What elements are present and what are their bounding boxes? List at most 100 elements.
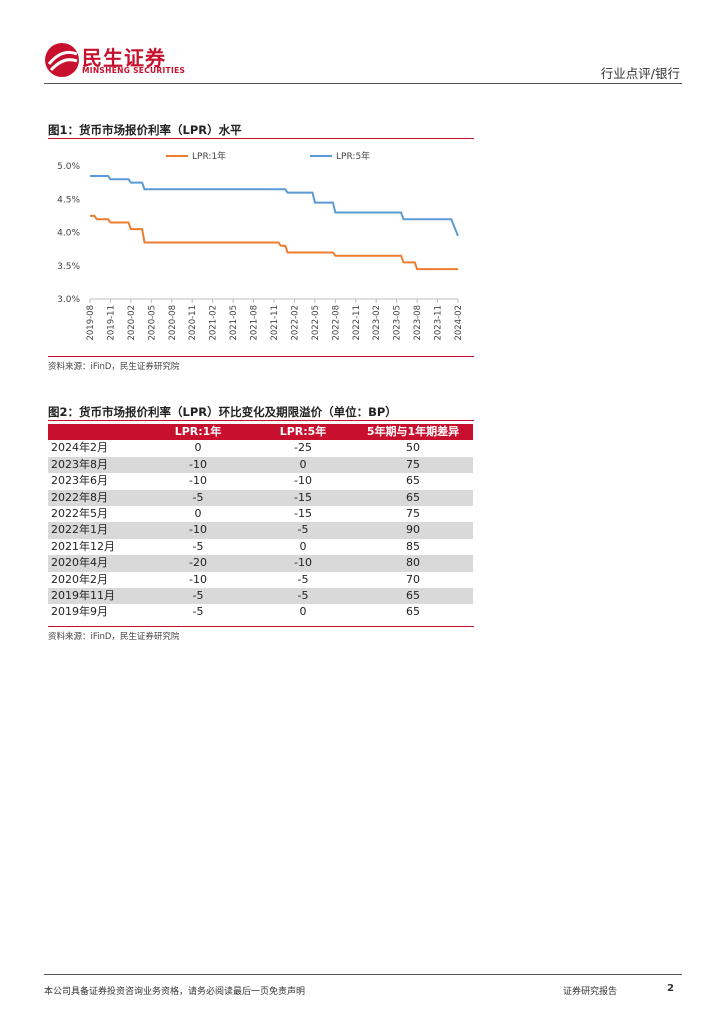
x-tick-label: 2021-02 [209, 305, 219, 341]
table-row: 2022年5月 0 -15 75 [48, 506, 473, 522]
brand-logo [44, 42, 194, 78]
y-tick-label: 3.5% [57, 262, 80, 272]
table-header-cell: 5年期与1年期差异 [353, 424, 473, 441]
x-tick-label: 2022-02 [290, 305, 300, 341]
table-row: 2020年4月 -20 -10 80 [48, 555, 473, 572]
table-cell: -5 [192, 539, 204, 553]
y-tick-label: 5.0% [57, 162, 80, 172]
x-tick-label: 2023-08 [413, 305, 423, 341]
table-row-date: 2022年1月 [48, 522, 143, 539]
table-row-date: 2020年2月 [51, 572, 108, 586]
lpr-table-wrapper: LPR:1年 LPR:5年 5年期与1年期差异 2024年2月 0 -25 50 202… [48, 424, 473, 621]
figure1-source: 资料来源：iFinD，民生证券研究院 [48, 362, 180, 372]
table-header-row: LPR:1年 LPR:5年 5年期与1年期差异 [48, 424, 473, 441]
x-tick-label: 2020-02 [127, 305, 137, 341]
table-cell: -15 [253, 489, 353, 507]
table-row-date: 2022年8月 [48, 489, 143, 507]
x-tick-label: 2022-05 [311, 305, 321, 341]
table-cell: -10 [189, 474, 207, 488]
table-cell: -5 [297, 572, 309, 586]
table-header-cell: LPR:5年 [253, 424, 353, 441]
y-tick-label: 4.0% [57, 229, 80, 239]
table-row: 2021年12月 -5 0 85 [48, 539, 473, 555]
table-cell: -5 [253, 522, 353, 539]
table-row-date: 2023年6月 [51, 474, 108, 488]
figure2-top-rule [48, 420, 474, 421]
figure2-source: 资料来源：iFinD，民生证券研究院 [48, 632, 180, 642]
table-row: 2019年9月 -5 0 65 [48, 604, 473, 620]
x-tick-label: 2024-02 [454, 305, 464, 341]
header-divider [44, 83, 682, 84]
table-cell: 0 [299, 539, 307, 553]
x-tick-label: 2021-11 [270, 305, 280, 341]
logo-text-cn: 民生证券 [82, 46, 166, 70]
x-tick-label: 2023-11 [434, 305, 444, 341]
table-cell: -10 [189, 572, 207, 586]
table-cell: -5 [253, 588, 353, 605]
page-number: 2 [667, 983, 674, 994]
table-row: 2019年11月 -5 -5 65 [48, 588, 473, 605]
table-cell: 65 [406, 474, 420, 488]
table-cell: 50 [406, 441, 420, 455]
legend-label: LPR:1年 [192, 150, 226, 162]
footer-report-type: 证券研究报告 [563, 987, 618, 997]
table-cell: -10 [294, 474, 312, 488]
table-cell: -20 [143, 555, 253, 572]
x-tick-label: 2020-08 [168, 305, 178, 341]
table-cell: 75 [353, 456, 473, 474]
table-cell: 0 [194, 507, 202, 521]
table-row-date: 2024年2月 [51, 441, 108, 455]
legend-label: LPR:5年 [336, 150, 370, 162]
table-cell: -25 [294, 441, 312, 455]
x-tick-label: 2020-05 [147, 305, 157, 341]
table-cell: -10 [143, 522, 253, 539]
logo-icon [45, 43, 79, 77]
table-row-date: 2019年9月 [51, 605, 108, 619]
table-cell: -5 [143, 588, 253, 605]
x-tick-label: 2023-02 [372, 305, 382, 341]
table-row-date: 2020年4月 [48, 555, 143, 572]
footer-disclaimer: 本公司具备证券投资咨询业务资格，请务必阅读最后一页免责声明 [44, 987, 306, 997]
x-tick-label: 2021-08 [250, 305, 260, 341]
x-tick-label: 2019-08 [86, 305, 96, 341]
logo-text-en: MINSHENG SECURITIES [82, 66, 186, 75]
table-row: 2020年2月 -10 -5 70 [48, 572, 473, 588]
table-cell: -10 [143, 456, 253, 474]
table-row-date: 2021年12月 [51, 539, 115, 553]
table-cell: -5 [192, 605, 204, 619]
table-cell: 65 [353, 588, 473, 605]
series-line-lpr-5y [90, 174, 459, 237]
table-cell: 80 [353, 555, 473, 572]
table-row: 2023年6月 -10 -10 65 [48, 473, 473, 489]
table-row: 2024年2月 0 -25 50 [48, 440, 473, 456]
y-tick-label: 4.5% [57, 195, 80, 205]
figure2-title: 图2：货币市场报价利率（LPR）环比变化及期限溢价（单位：BP） [48, 405, 397, 419]
figure2-bottom-rule [48, 626, 474, 627]
x-tick-label: 2019-11 [106, 305, 116, 341]
table-cell: 75 [406, 507, 420, 521]
table-row: 2022年8月 -5 -15 65 [48, 489, 473, 507]
table-cell: -5 [143, 489, 253, 507]
table-cell: 85 [406, 539, 420, 553]
figure1-top-rule [48, 138, 474, 139]
lpr-change-table: LPR:1年 LPR:5年 5年期与1年期差异 2024年2月 0 -25 50 202… [48, 424, 473, 621]
table-row-date: 2022年5月 [51, 507, 108, 521]
table-row-date: 2019年11月 [48, 588, 143, 605]
table-row-date: 2023年8月 [48, 456, 143, 474]
x-tick-label: 2021-05 [229, 305, 239, 341]
table-header-cell [48, 424, 143, 441]
table-cell: -15 [294, 507, 312, 521]
figure1-bottom-rule [48, 356, 474, 357]
table-cell: 0 [253, 456, 353, 474]
table-cell: 0 [194, 441, 202, 455]
x-tick-label: 2022-11 [352, 305, 362, 341]
table-header-cell: LPR:1年 [143, 424, 253, 441]
table-cell: 70 [406, 572, 420, 586]
table-row: 2022年1月 -10 -5 90 [48, 522, 473, 539]
x-tick-label: 2023-05 [393, 305, 403, 341]
table-row: 2023年8月 -10 0 75 [48, 456, 473, 474]
lpr-line-chart: 3.0% 3.5% 4.0% 4.5% 5.0% 2019-08 2019-11 2020-0… [57, 150, 464, 341]
series-line-lpr-1y [90, 214, 458, 271]
table-cell: -10 [253, 555, 353, 572]
table-cell: 65 [406, 605, 420, 619]
